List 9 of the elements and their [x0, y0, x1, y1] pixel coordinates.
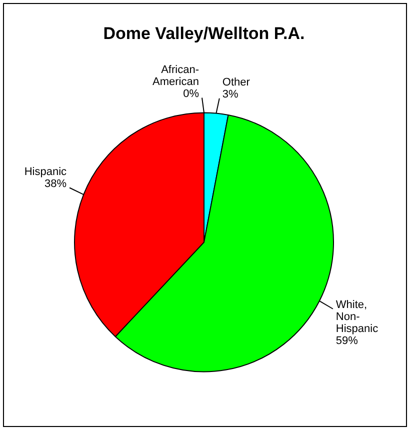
chart-title: Dome Valley/Wellton P.A.: [103, 24, 305, 43]
text: 0%: [183, 88, 199, 100]
data-label: 38%: [44, 178, 67, 190]
slice-label: White, Non-Hispanic: [336, 298, 379, 335]
slice-label: Other: [222, 76, 250, 88]
slice-label: Hispanic: [24, 166, 68, 178]
data-label: 59%: [336, 334, 358, 347]
data-label: 3%: [222, 88, 239, 100]
category-label: African-American: [152, 64, 199, 88]
